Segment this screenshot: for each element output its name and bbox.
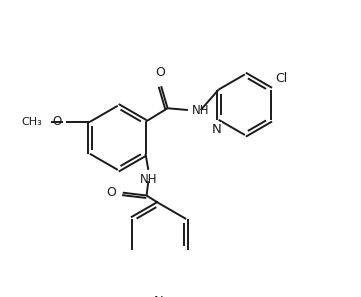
Text: CH₃: CH₃ — [22, 117, 42, 127]
Text: NH: NH — [140, 173, 158, 187]
Text: NH: NH — [192, 104, 210, 116]
Text: O: O — [52, 115, 61, 128]
Text: O: O — [106, 186, 116, 199]
Text: N: N — [212, 123, 222, 136]
Text: O: O — [155, 66, 165, 79]
Text: N: N — [154, 295, 164, 297]
Text: Cl: Cl — [275, 72, 288, 85]
